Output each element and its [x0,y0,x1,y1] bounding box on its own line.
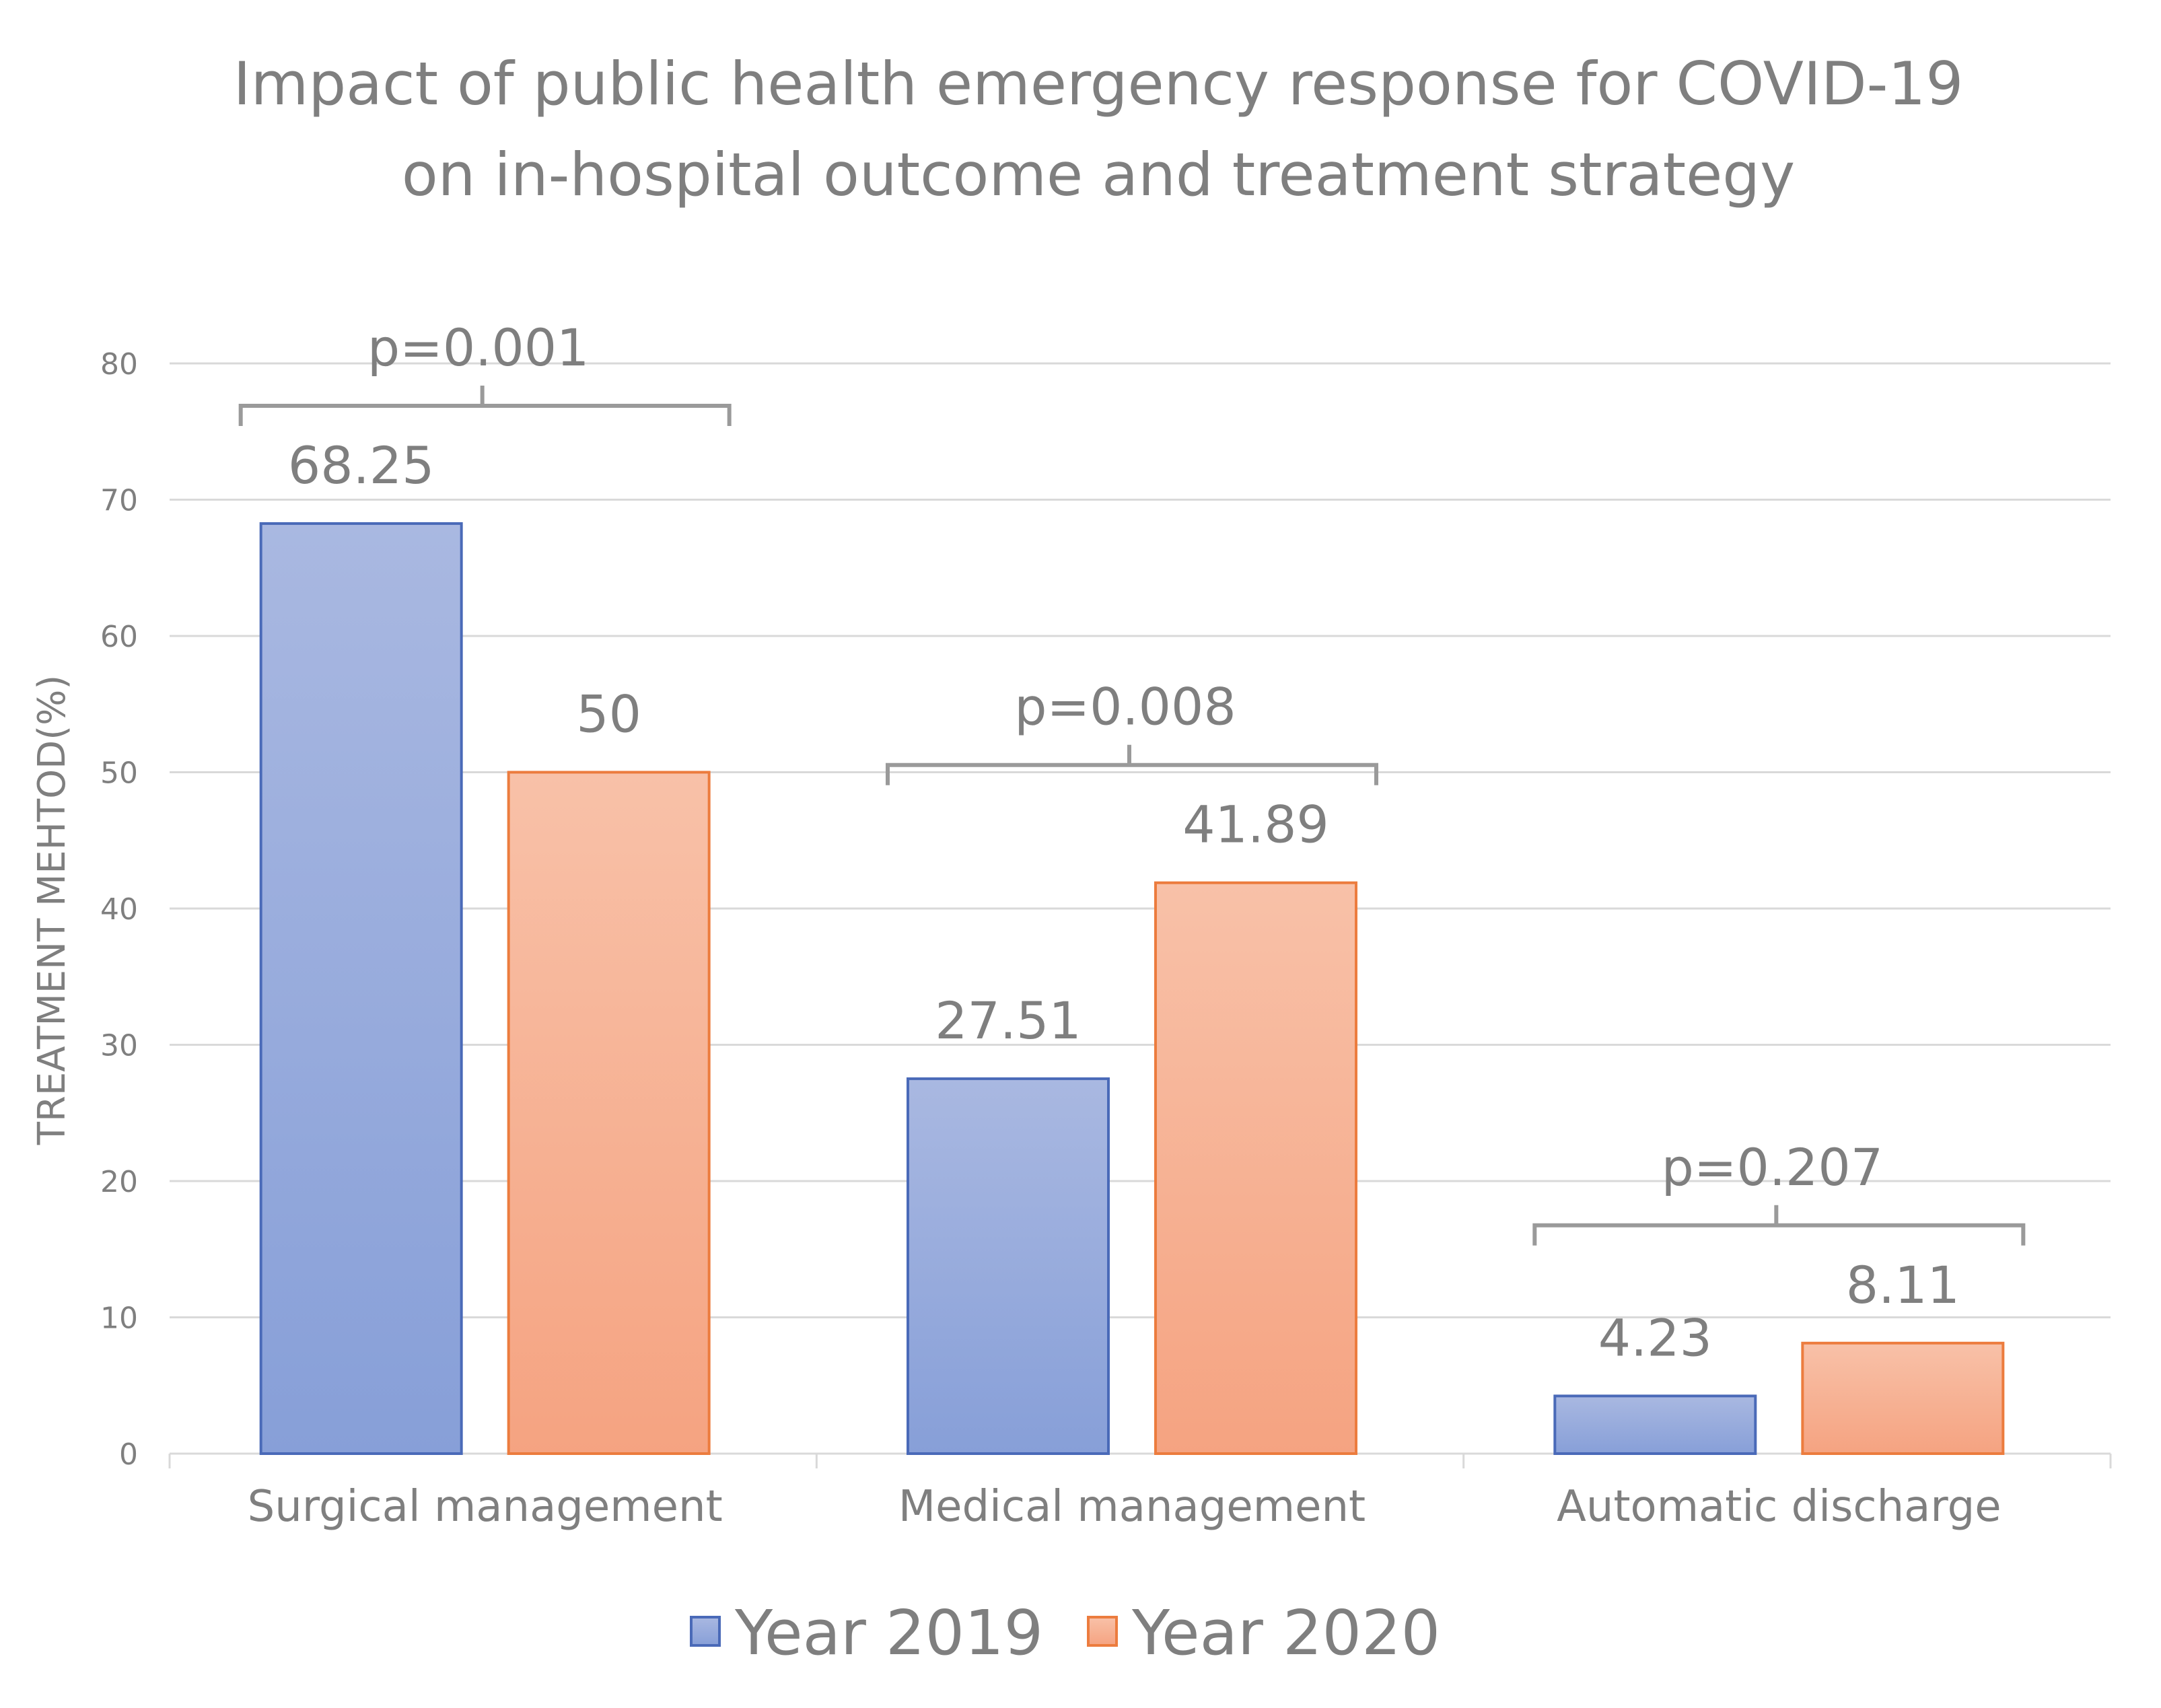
p-value-label-automatic-discharge: p=0.207 [1662,1137,1884,1197]
x-category-label-surgical-management: Surgical management [248,1482,723,1532]
legend-label-year-2020: Year 2020 [1131,1597,1440,1669]
legend-swatch-year-2019 [690,1616,721,1647]
y-tick-label-0: 0 [119,1437,138,1472]
data-label-automatic-discharge-year-2019: 4.23 [1598,1308,1712,1367]
data-label-surgical-management-year-2019: 68.25 [288,435,435,495]
y-tick-label-30: 30 [100,1029,138,1063]
y-tick-label-80: 80 [100,347,138,382]
y-tick-label-70: 70 [100,484,138,518]
legend-swatch-year-2020 [1087,1616,1118,1647]
y-axis-ticks: 0 10 20 30 40 50 60 70 80 [100,347,138,1472]
data-label-medical-management-year-2020: 41.89 [1182,795,1329,855]
bar-medical-management-year-2020 [1154,881,1357,1456]
y-tick-label-50: 50 [100,756,138,791]
data-label-automatic-discharge-year-2020: 8.11 [1846,1255,1960,1315]
significance-annotations: p=0.001 p=0.008 p=0.207 [238,318,2026,1246]
legend-label-year-2019: Year 2019 [734,1597,1043,1669]
x-category-label-medical-management: Medical management [898,1482,1366,1532]
x-category-label-automatic-discharge: Automatic discharge [1557,1482,2001,1532]
data-labels: 68.25 50 27.51 41.89 4.23 8.11 [288,435,1960,1367]
y-tick-label-20: 20 [100,1165,138,1199]
y-tick-label-60: 60 [100,620,138,654]
bar-automatic-discharge-year-2020 [1801,1341,2005,1455]
legend: Year 2019 Year 2020 [690,1597,1440,1669]
y-tick-label-10: 10 [100,1302,138,1336]
data-label-surgical-management-year-2020: 50 [576,684,641,744]
chart-title-line-2: on in-hospital outcome and treatment str… [402,140,1795,209]
x-axis-categories: Surgical management Medical management Aut… [248,1482,2001,1532]
bar-surgical-management-year-2019 [259,522,463,1455]
y-tick-label-40: 40 [100,892,138,927]
bar-surgical-management-year-2020 [507,771,711,1455]
chart-title-line-1: Impact of public health emergency respon… [234,49,1964,118]
bar-automatic-discharge-year-2019 [1553,1394,1757,1456]
p-value-label-medical-management: p=0.008 [1014,677,1236,737]
bars [259,522,2005,1456]
significance-bracket-automatic-discharge [1532,1205,2026,1246]
gridlines [168,362,2112,1468]
y-axis-label: TREATMENT MEHTOD(%) [30,675,74,1145]
p-value-label-surgical-management: p=0.001 [367,318,590,378]
significance-bracket-surgical-management [238,385,732,426]
significance-bracket-medical-management [886,744,1378,785]
data-label-medical-management-year-2019: 27.51 [935,991,1082,1051]
bar-medical-management-year-2019 [907,1077,1110,1455]
